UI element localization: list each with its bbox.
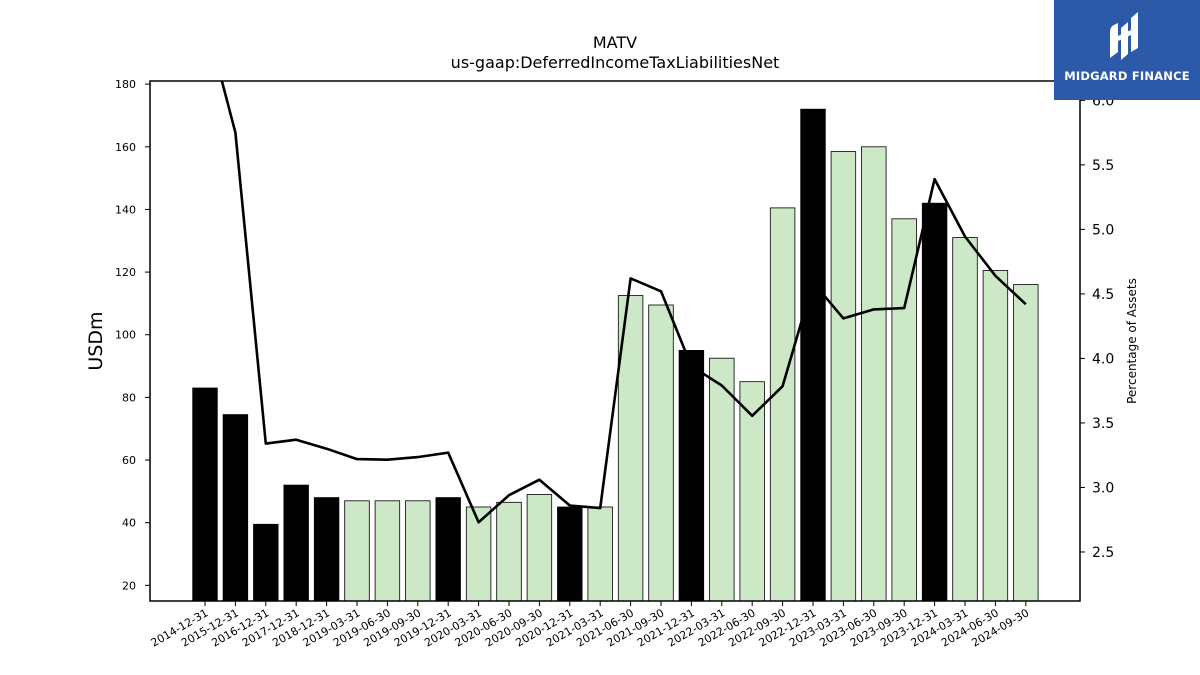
y-tick-label: 180 bbox=[115, 78, 136, 91]
y-tick-label: 120 bbox=[115, 266, 136, 279]
y-tick-label: 60 bbox=[122, 454, 136, 467]
bar-2022-09-30 bbox=[769, 207, 796, 602]
y2-tick-label: 5.0 bbox=[1092, 222, 1114, 238]
bar-2018-12-31 bbox=[313, 497, 340, 602]
y2-tick-label: 4.0 bbox=[1092, 351, 1114, 367]
bar-2021-09-30 bbox=[648, 304, 674, 602]
bar-2023-12-31 bbox=[921, 202, 948, 602]
y2-axis-label: Percentage of Assets bbox=[1125, 278, 1139, 404]
right-axis: 2.53.03.54.04.55.05.56.0 bbox=[1080, 93, 1114, 561]
bar-2024-09-30 bbox=[1013, 284, 1039, 602]
y2-tick-label: 3.5 bbox=[1092, 416, 1114, 432]
left-axis: 20 40 60 80 100 120 140 160 180 bbox=[115, 78, 150, 592]
y-tick-label: 80 bbox=[122, 391, 136, 404]
y2-tick-label: 5.5 bbox=[1092, 158, 1114, 174]
plot-frame bbox=[149, 80, 1081, 602]
bar-2024-06-30 bbox=[982, 270, 1009, 602]
bar-2020-09-30 bbox=[526, 494, 553, 602]
bar-2016-12-31 bbox=[253, 523, 279, 602]
pct-assets-line bbox=[220, 81, 1027, 524]
y2-tick-label: 2.5 bbox=[1092, 545, 1114, 561]
y-tick-label: 140 bbox=[115, 203, 136, 216]
chart-title: MATV bbox=[593, 33, 637, 52]
y-tick-label: 100 bbox=[115, 329, 136, 342]
y-axis-label: USDm bbox=[85, 311, 107, 370]
bar-2023-03-31 bbox=[830, 151, 857, 602]
midgard-logo-icon bbox=[1110, 12, 1138, 60]
bar-2017-12-31 bbox=[283, 484, 309, 602]
bar-2019-09-30 bbox=[405, 500, 431, 602]
bar-2022-06-30 bbox=[739, 381, 765, 602]
chart-subtitle: us-gaap:DeferredIncomeTaxLiabilitiesNet bbox=[451, 53, 780, 72]
y-tick-label: 40 bbox=[122, 517, 136, 530]
brand-badge: MIDGARD FINANCE bbox=[1054, 0, 1200, 100]
bar-2021-03-31 bbox=[587, 506, 613, 602]
bar-2020-12-31 bbox=[557, 506, 583, 602]
y2-tick-label: 3.0 bbox=[1092, 480, 1114, 496]
line-layer bbox=[220, 81, 1027, 524]
y-tick-label: 20 bbox=[122, 579, 136, 592]
bar-2024-03-31 bbox=[952, 237, 978, 602]
y2-tick-label: 4.5 bbox=[1092, 287, 1114, 303]
bar-2022-12-31 bbox=[800, 108, 826, 602]
y-tick-label: 160 bbox=[115, 141, 136, 154]
bar-2014-12-31 bbox=[192, 387, 218, 602]
bar-2019-12-31 bbox=[435, 497, 461, 602]
bars-layer bbox=[192, 108, 1039, 602]
bar-2015-12-31 bbox=[222, 414, 249, 602]
bar-2019-06-30 bbox=[374, 500, 401, 602]
bar-2021-12-31 bbox=[678, 349, 705, 602]
brand-name: MIDGARD FINANCE bbox=[1064, 69, 1190, 83]
x-axis: 2014-12-312015-12-312016-12-312017-12-31… bbox=[149, 601, 1031, 650]
bar-2023-06-30 bbox=[861, 146, 887, 602]
bar-2019-03-31 bbox=[344, 500, 370, 602]
bar-2020-06-30 bbox=[496, 501, 522, 602]
bar-2022-03-31 bbox=[709, 357, 735, 602]
